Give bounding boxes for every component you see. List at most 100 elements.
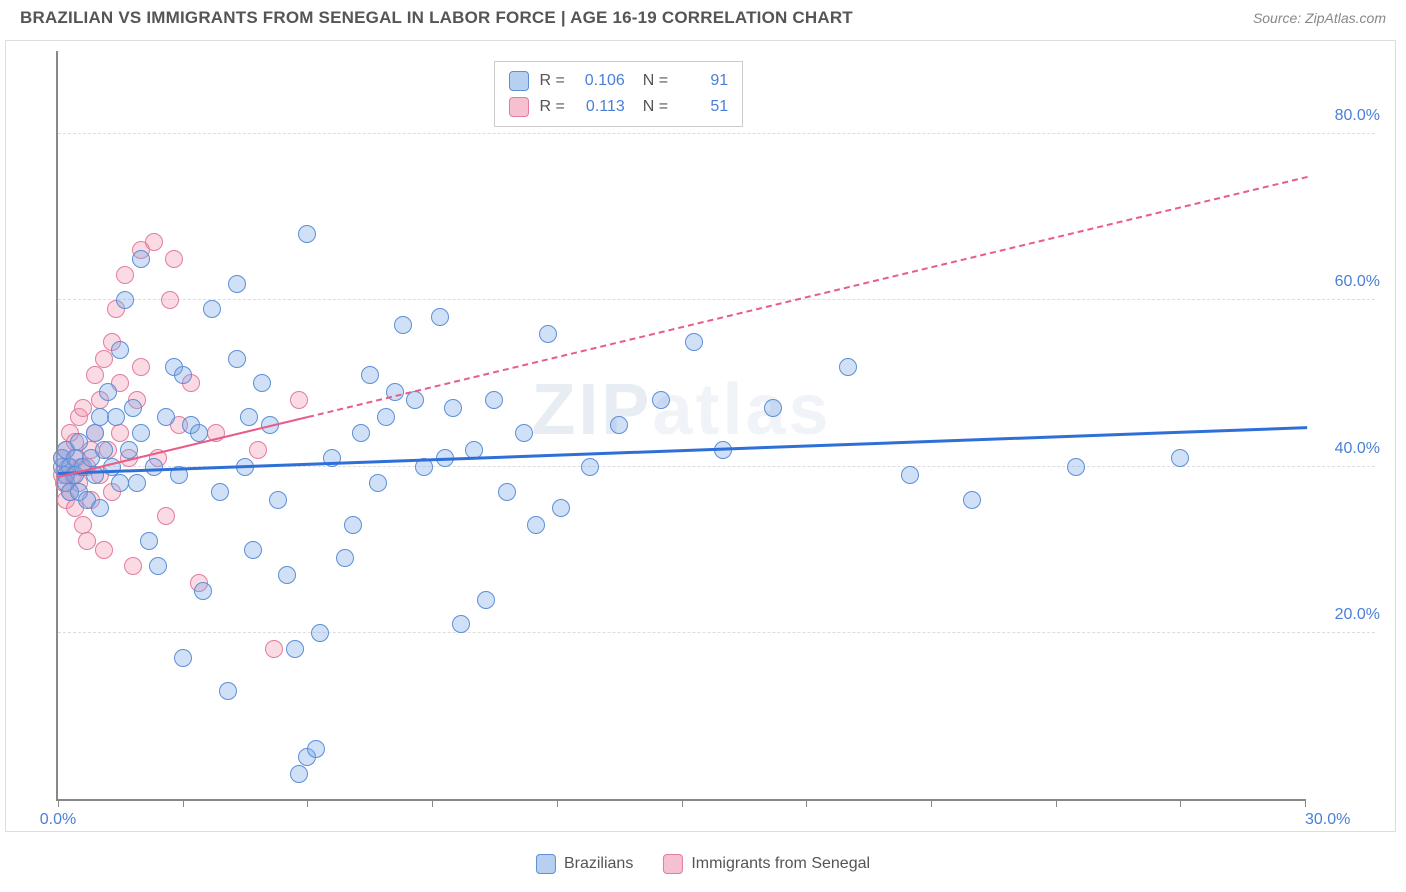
scatter-point [124, 557, 142, 575]
scatter-point [132, 424, 150, 442]
scatter-point [86, 366, 104, 384]
scatter-point [839, 358, 857, 376]
scatter-point [99, 383, 117, 401]
y-tick-label: 40.0% [1335, 440, 1380, 458]
x-tick [682, 799, 683, 807]
scatter-point [452, 615, 470, 633]
scatter-point [78, 532, 96, 550]
scatter-point [552, 499, 570, 517]
y-tick-label: 60.0% [1335, 273, 1380, 291]
scatter-point [194, 582, 212, 600]
stat-n-value: 91 [678, 68, 728, 94]
scatter-point [145, 458, 163, 476]
chart-header: BRAZILIAN VS IMMIGRANTS FROM SENEGAL IN … [0, 0, 1406, 32]
scatter-point [764, 399, 782, 417]
scatter-point [140, 532, 158, 550]
scatter-point [269, 491, 287, 509]
scatter-point [963, 491, 981, 509]
stat-n-label: N = [643, 94, 668, 120]
scatter-point [901, 466, 919, 484]
scatter-point [394, 316, 412, 334]
stat-n-value: 51 [678, 94, 728, 120]
scatter-point [157, 408, 175, 426]
scatter-point [369, 474, 387, 492]
scatter-point [111, 474, 129, 492]
scatter-point [128, 474, 146, 492]
scatter-point [298, 225, 316, 243]
chart-title: BRAZILIAN VS IMMIGRANTS FROM SENEGAL IN … [20, 8, 853, 28]
stat-r-label: R = [539, 94, 564, 120]
scatter-point [286, 640, 304, 658]
scatter-point [107, 408, 125, 426]
scatter-point [311, 624, 329, 642]
x-tick [432, 799, 433, 807]
scatter-point [685, 333, 703, 351]
x-tick [1305, 799, 1306, 807]
trend-line [58, 426, 1307, 475]
scatter-point [352, 424, 370, 442]
x-tick [58, 799, 59, 807]
chart-source: Source: ZipAtlas.com [1253, 10, 1386, 26]
scatter-point [1171, 449, 1189, 467]
scatter-point [652, 391, 670, 409]
gridline [58, 299, 1375, 300]
scatter-point [132, 358, 150, 376]
scatter-point [539, 325, 557, 343]
x-tick [307, 799, 308, 807]
scatter-point [161, 291, 179, 309]
scatter-point [86, 424, 104, 442]
scatter-point [406, 391, 424, 409]
scatter-point [95, 541, 113, 559]
scatter-point [228, 350, 246, 368]
scatter-point [477, 591, 495, 609]
scatter-point [111, 341, 129, 359]
chart-legend: Brazilians Immigrants from Senegal [536, 854, 870, 874]
scatter-point [336, 549, 354, 567]
scatter-point [290, 765, 308, 783]
scatter-point [444, 399, 462, 417]
watermark: ZIPatlas [531, 369, 831, 451]
y-tick-label: 20.0% [1335, 606, 1380, 624]
stat-n-label: N = [643, 68, 668, 94]
stat-r-value: 0.113 [575, 94, 625, 120]
scatter-point [145, 233, 163, 251]
scatter-point [174, 649, 192, 667]
scatter-point [157, 507, 175, 525]
scatter-point [361, 366, 379, 384]
stats-row: R = 0.113 N = 51 [509, 94, 728, 120]
scatter-plot: ZIPatlas R =0.106N =91R =0.113N =51 20.0… [56, 51, 1305, 801]
scatter-point [70, 433, 88, 451]
scatter-point [377, 408, 395, 426]
scatter-point [95, 441, 113, 459]
x-tick [183, 799, 184, 807]
x-tick-label: 30.0% [1305, 811, 1350, 829]
gridline [58, 133, 1375, 134]
scatter-point [74, 516, 92, 534]
scatter-point [344, 516, 362, 534]
x-tick [931, 799, 932, 807]
scatter-point [249, 441, 267, 459]
y-tick-label: 80.0% [1335, 107, 1380, 125]
x-tick [1056, 799, 1057, 807]
scatter-point [228, 275, 246, 293]
scatter-point [165, 250, 183, 268]
stats-row: R =0.106N =91 [509, 68, 728, 94]
legend-item: Immigrants from Senegal [663, 854, 870, 874]
scatter-point [240, 408, 258, 426]
scatter-point [527, 516, 545, 534]
scatter-point [95, 350, 113, 368]
scatter-point [211, 483, 229, 501]
watermark-sub: atlas [652, 370, 831, 450]
scatter-point [1067, 458, 1085, 476]
x-tick [1180, 799, 1181, 807]
scatter-point [290, 391, 308, 409]
scatter-point [149, 557, 167, 575]
scatter-point [610, 416, 628, 434]
scatter-point [515, 424, 533, 442]
legend-item: Brazilians [536, 854, 633, 874]
legend-swatch [663, 854, 683, 874]
legend-swatch [536, 854, 556, 874]
scatter-point [111, 424, 129, 442]
scatter-point [278, 566, 296, 584]
scatter-point [124, 399, 142, 417]
